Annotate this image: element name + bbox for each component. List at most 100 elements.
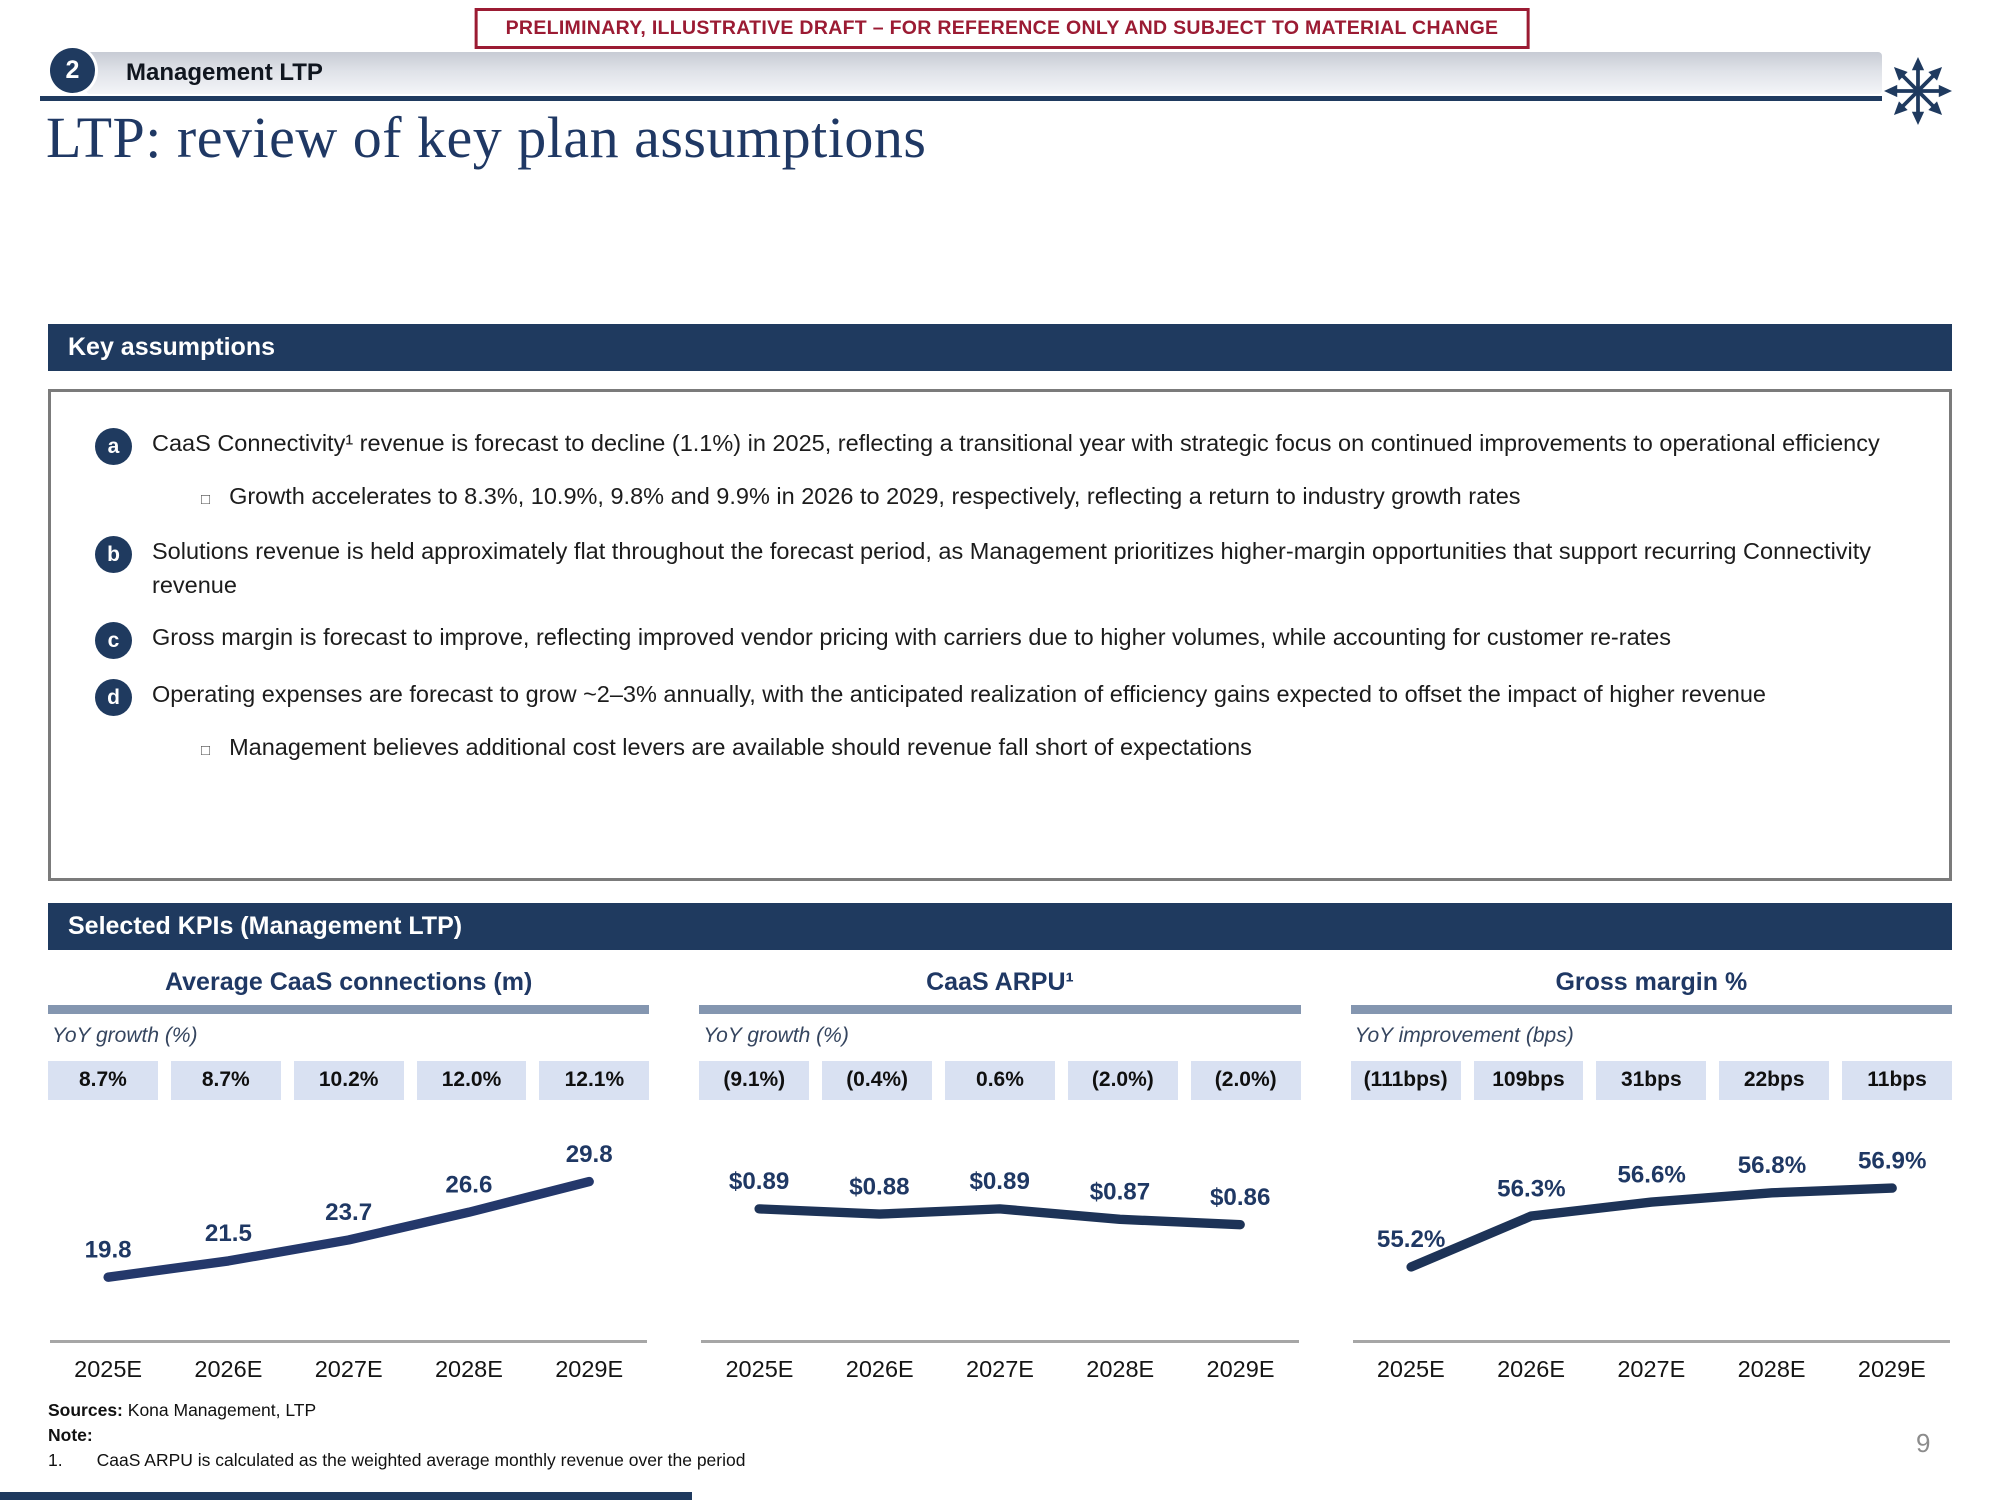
growth-badge: (111bps): [1350, 1061, 1461, 1100]
assumption-bullet: b Solutions revenue is held approximately…: [95, 534, 1903, 602]
yoy-growth-label: YoY growth (%): [52, 1024, 198, 1047]
bullet-text: CaaS Connectivity¹ revenue is forecast t…: [152, 430, 1880, 456]
data-point-label: 21.5: [205, 1220, 252, 1247]
data-point-label: 26.6: [445, 1172, 492, 1199]
kpi-charts-grid: Average CaaS connections (m) YoY growth (…: [48, 964, 1952, 1383]
bullet-text: Operating expenses are forecast to grow …: [152, 681, 1766, 707]
data-point-label: $0.87: [1090, 1179, 1150, 1206]
key-assumptions-heading: Key assumptions: [48, 324, 1952, 371]
footnote-item: 1. CaaS ARPU is calculated as the weighte…: [48, 1448, 745, 1473]
year-label: 2027E: [966, 1356, 1034, 1382]
yoy-growth-label: YoY growth (%): [703, 1024, 849, 1047]
data-point-label: 56.8%: [1737, 1152, 1805, 1179]
data-point-label: 29.8: [566, 1141, 613, 1168]
line-chart: 55.2% 56.3% 56.6% 56.8% 56.9%: [1377, 1147, 1926, 1272]
growth-badge: (2.0%): [1067, 1061, 1178, 1100]
growth-badge: (9.1%): [699, 1061, 810, 1100]
selected-kpis-heading: Selected KPIs (Management LTP): [48, 903, 1952, 950]
section-header-bar: Management LTP: [86, 52, 1882, 94]
x-axis-labels: 2025E 2026E 2027E 2028E 2029E: [699, 1356, 1300, 1383]
line-chart: 19.8 21.5 23.7 26.6 29.8: [85, 1141, 613, 1282]
year-label: 2026E: [194, 1356, 263, 1382]
kpi-chart-column: CaaS ARPU¹ YoY growth (%) (9.1%) (0.4%) 0.6%…: [699, 964, 1301, 1383]
data-point-label: 56.3%: [1497, 1175, 1565, 1202]
square-bullet-icon: □: [201, 491, 211, 508]
x-axis-labels: 2025E 2026E 2027E 2028E 2029E: [1351, 1356, 1952, 1383]
yoy-growth-label: YoY improvement (bps): [1354, 1024, 1574, 1047]
bullet-letter-badge: d: [95, 679, 132, 716]
growth-badge: 8.7%: [48, 1061, 158, 1100]
footnotes: Sources: Kona Management, LTP Note: 1. Ca…: [48, 1398, 745, 1473]
data-point-label: 55.2%: [1377, 1226, 1445, 1253]
data-point-label: $0.88: [850, 1173, 910, 1200]
data-point-label: 19.8: [85, 1236, 132, 1263]
x-axis-line: [701, 1340, 1299, 1343]
data-point-label: 56.6%: [1617, 1161, 1685, 1188]
year-label: 2027E: [314, 1356, 383, 1382]
year-label: 2027E: [1617, 1356, 1686, 1382]
growth-badge: 0.6%: [945, 1061, 1055, 1100]
chart-title-underline: [1350, 1005, 1952, 1014]
draft-disclaimer-banner: PRELIMINARY, ILLUSTRATIVE DRAFT – FOR RE…: [474, 8, 1530, 49]
sub-bullet-text: Management believes additional cost leve…: [229, 734, 1252, 760]
footer-accent-strip: [0, 1492, 692, 1500]
growth-badge: 11bps: [1842, 1061, 1952, 1100]
chart-title-underline: [48, 1005, 650, 1014]
chart-line: [1406, 1183, 1897, 1272]
x-axis-line: [1352, 1340, 1950, 1343]
year-label: 2026E: [1497, 1356, 1566, 1382]
growth-badge: 109bps: [1473, 1061, 1584, 1100]
sources-label: Sources:: [48, 1400, 123, 1420]
data-point-label: $0.86: [1210, 1184, 1270, 1211]
footnote-number: 1.: [48, 1450, 63, 1470]
yoy-growth-badges: (9.1%) (0.4%) 0.6% (2.0%) (2.0%): [699, 1061, 1301, 1100]
sources-line: Sources: Kona Management, LTP: [48, 1398, 745, 1423]
chart-title: CaaS ARPU¹: [926, 968, 1074, 996]
assumption-sub-bullet: □ Growth accelerates to 8.3%, 10.9%, 9.8%…: [201, 483, 1903, 510]
key-assumptions-box: a CaaS Connectivity¹ revenue is forecast …: [48, 389, 1952, 881]
growth-badge: (0.4%): [822, 1061, 933, 1100]
bullet-letter-badge: c: [95, 622, 132, 659]
page-number: 9: [1916, 1428, 1931, 1458]
growth-badge: (2.0%): [1190, 1061, 1301, 1100]
growth-badge: 8.7%: [170, 1061, 281, 1100]
growth-badge: 31bps: [1596, 1061, 1707, 1100]
chart-title: Average CaaS connections (m): [165, 968, 533, 996]
bullet-letter-badge: a: [95, 428, 132, 465]
data-point-label: $0.89: [729, 1168, 789, 1195]
growth-badge: 12.0%: [416, 1061, 527, 1100]
year-label: 2026E: [845, 1356, 914, 1382]
bullet-text: Solutions revenue is held approximately …: [152, 538, 1872, 598]
yoy-growth-badges: 8.7% 8.7% 10.2% 12.0% 12.1%: [48, 1061, 650, 1100]
chart-line: [103, 1176, 594, 1282]
assumption-sub-bullet: □ Management believes additional cost lev…: [201, 734, 1903, 761]
x-axis-line: [50, 1340, 648, 1343]
header-divider: [40, 96, 1882, 101]
page-title: LTP: review of key plan assumptions: [46, 105, 927, 170]
arrows-star-logo-icon: [1884, 57, 1952, 125]
growth-badge: 22bps: [1719, 1061, 1830, 1100]
year-label: 2029E: [555, 1356, 624, 1382]
bullet-letter-badge: b: [95, 536, 132, 573]
year-label: 2025E: [725, 1356, 794, 1382]
chart-title: Gross margin %: [1555, 968, 1748, 996]
year-label: 2029E: [1857, 1356, 1926, 1382]
note-items: 1. CaaS ARPU is calculated as the weighte…: [48, 1448, 745, 1473]
growth-badge: 12.1%: [539, 1061, 650, 1100]
year-label: 2028E: [434, 1356, 503, 1382]
year-label: 2028E: [1086, 1356, 1155, 1382]
section-label: Management LTP: [126, 59, 323, 86]
note-label-line: Note:: [48, 1423, 745, 1448]
sub-bullet-text: Growth accelerates to 8.3%, 10.9%, 9.8% …: [229, 483, 1521, 509]
chart-title-underline: [699, 1005, 1301, 1014]
bullet-text: Gross margin is forecast to improve, ref…: [152, 624, 1671, 650]
data-point-label: $0.89: [970, 1168, 1030, 1195]
x-axis-labels: 2025E 2026E 2027E 2028E 2029E: [48, 1356, 649, 1383]
sources-value: Kona Management, LTP: [127, 1400, 317, 1420]
kpi-chart-column: Average CaaS connections (m) YoY growth (…: [48, 964, 650, 1383]
kpi-chart-column: Gross margin % YoY improvement (bps) (111b…: [1350, 964, 1952, 1383]
section-number-badge: 2: [50, 48, 95, 93]
data-point-label: 56.9%: [1858, 1147, 1926, 1174]
note-label: Note:: [48, 1425, 93, 1445]
assumption-bullet: a CaaS Connectivity¹ revenue is forecast …: [95, 426, 1903, 465]
